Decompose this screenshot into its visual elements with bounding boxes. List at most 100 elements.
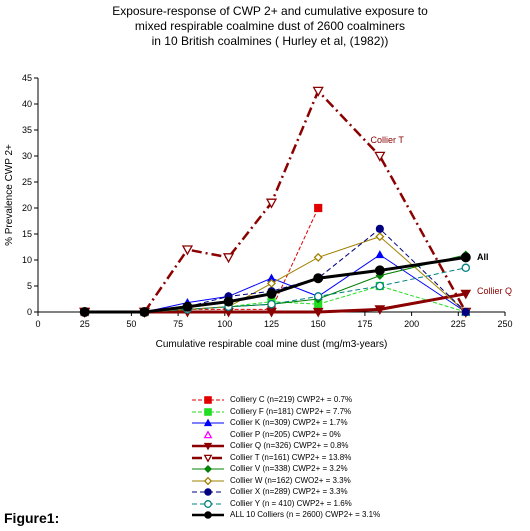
legend-label: ALL 10 Colliers (n = 2600) CWP2+ = 3.1% <box>230 510 381 519</box>
y-tick-label: 30 <box>22 151 32 161</box>
data-point <box>182 301 193 312</box>
legend-symbol <box>192 418 224 427</box>
legend-symbol <box>192 396 224 404</box>
legend-marker <box>203 454 213 463</box>
x-tick-label: 150 <box>311 319 326 329</box>
legend-symbol <box>203 429 213 438</box>
legend-marker <box>204 407 212 416</box>
legend-label: Collier V (n=338) CWP2+ = 3.2% <box>230 464 348 473</box>
series-10 <box>79 252 471 317</box>
legend-symbol <box>192 499 224 508</box>
series-line <box>84 207 319 313</box>
data-point <box>374 265 385 276</box>
data-point <box>313 292 323 301</box>
axes: 0 25 50 75 100 125 150 175 200 225 250 0 5 10 15 20 25 30… <box>4 73 513 350</box>
legend-label: Colliery C (n=219) CWP2+ = 0.7% <box>230 395 353 404</box>
data-point <box>374 305 386 315</box>
series-5 <box>79 86 472 318</box>
x-axis-label: Cumulative respirable coal mine dust (mg… <box>156 339 388 350</box>
legend-marker <box>203 429 213 438</box>
y-tick-label: 20 <box>22 203 32 213</box>
legend-marker <box>204 488 212 496</box>
legend-symbol <box>192 488 224 496</box>
data-point <box>375 250 385 259</box>
data-point <box>265 198 278 209</box>
chart-title-line-3: in 10 British coalmines ( Hurley et al, … <box>151 34 389 48</box>
x-tick-label: 100 <box>217 319 232 329</box>
data-point <box>313 252 323 262</box>
chart-title: Exposure-response of CWP 2+ and cumulati… <box>60 4 480 49</box>
data-point <box>313 273 324 284</box>
legend-symbol <box>192 476 224 485</box>
legend-label: Collier Y (n = 410) CWP2+ = 1.6% <box>230 498 352 508</box>
legend-marker <box>204 396 212 404</box>
y-tick-label: 0 <box>27 307 32 317</box>
y-tick-label: 25 <box>22 177 32 187</box>
y-axis-label: % Prevalence CWP 2+ <box>4 144 15 246</box>
legend-marker <box>203 418 213 427</box>
legend-label: Collier K (n=309) CWP2+ = 1.7% <box>230 418 348 427</box>
figure-label: Figure1: <box>4 510 60 526</box>
data-point <box>139 307 150 317</box>
x-tick-label: 250 <box>497 319 512 329</box>
annotation-label: Collier Q <box>477 286 512 296</box>
y-tick-label: 45 <box>22 73 32 83</box>
data-point <box>266 288 277 299</box>
data-point <box>79 307 90 317</box>
legend-symbol <box>192 511 224 519</box>
data-point <box>266 278 277 288</box>
legend-label: Colliery F (n=181) CWP2+ = 7.7% <box>230 406 352 416</box>
legend-label: Collier P (n=205) CWP2+ = 0% <box>230 429 341 439</box>
legend-label: Collier Q (n=326) CWP2+ = 0.8% <box>230 441 349 450</box>
legend-symbol <box>192 454 224 463</box>
data-point <box>375 224 384 233</box>
data-point <box>222 253 235 264</box>
legend-marker <box>203 442 213 451</box>
x-tick-label: 0 <box>35 319 40 329</box>
x-tick-label: 50 <box>126 319 136 329</box>
series-layer <box>79 86 472 318</box>
legend-label: Collier X (n=289) CWP2+ = 3.3% <box>230 487 348 496</box>
series-line <box>84 255 466 314</box>
legend-label: Collier W (n=162) CWO2+ = 3.3% <box>230 475 351 485</box>
legend-symbol <box>192 464 224 474</box>
chart-title-line-1: Exposure-response of CWP 2+ and cumulati… <box>112 4 428 18</box>
data-point <box>461 263 471 273</box>
legend-marker <box>204 499 212 508</box>
legend-marker <box>204 511 212 519</box>
legend-label: Collier T (n=161) CWP2+ = 13.8% <box>230 452 352 462</box>
data-point <box>314 203 323 213</box>
legend-symbol <box>192 442 224 451</box>
legend-symbol <box>192 407 224 416</box>
x-tick-label: 25 <box>80 319 90 329</box>
y-tick-label: 40 <box>22 99 32 109</box>
series-line <box>84 88 467 314</box>
x-tick-label: 200 <box>404 319 419 329</box>
data-point <box>460 252 471 263</box>
annotation-label: Collier T <box>371 135 405 145</box>
data-point <box>374 151 386 162</box>
data-point <box>312 307 324 318</box>
x-tick-label: 175 <box>357 319 372 329</box>
data-point <box>181 245 194 256</box>
data-point <box>461 307 470 317</box>
x-tick-label: 75 <box>173 319 183 329</box>
legend-marker <box>203 476 213 485</box>
x-tick-label: 225 <box>451 319 466 329</box>
annotation-label: All <box>477 252 489 262</box>
data-point <box>375 232 385 242</box>
x-tick-label: 125 <box>264 319 279 329</box>
series-0 <box>80 203 323 317</box>
data-point <box>460 289 472 300</box>
y-tick-label: 35 <box>22 125 32 135</box>
data-point <box>223 296 234 307</box>
data-point <box>267 299 276 309</box>
data-point <box>312 86 324 97</box>
y-tick-label: 10 <box>22 255 32 265</box>
legend-marker <box>203 464 213 474</box>
chart-title-line-2: mixed respirable coalmine dust of 2600 c… <box>134 19 406 33</box>
y-tick-label: 5 <box>27 281 32 291</box>
data-point <box>375 281 385 291</box>
y-tick-label: 15 <box>22 229 32 239</box>
